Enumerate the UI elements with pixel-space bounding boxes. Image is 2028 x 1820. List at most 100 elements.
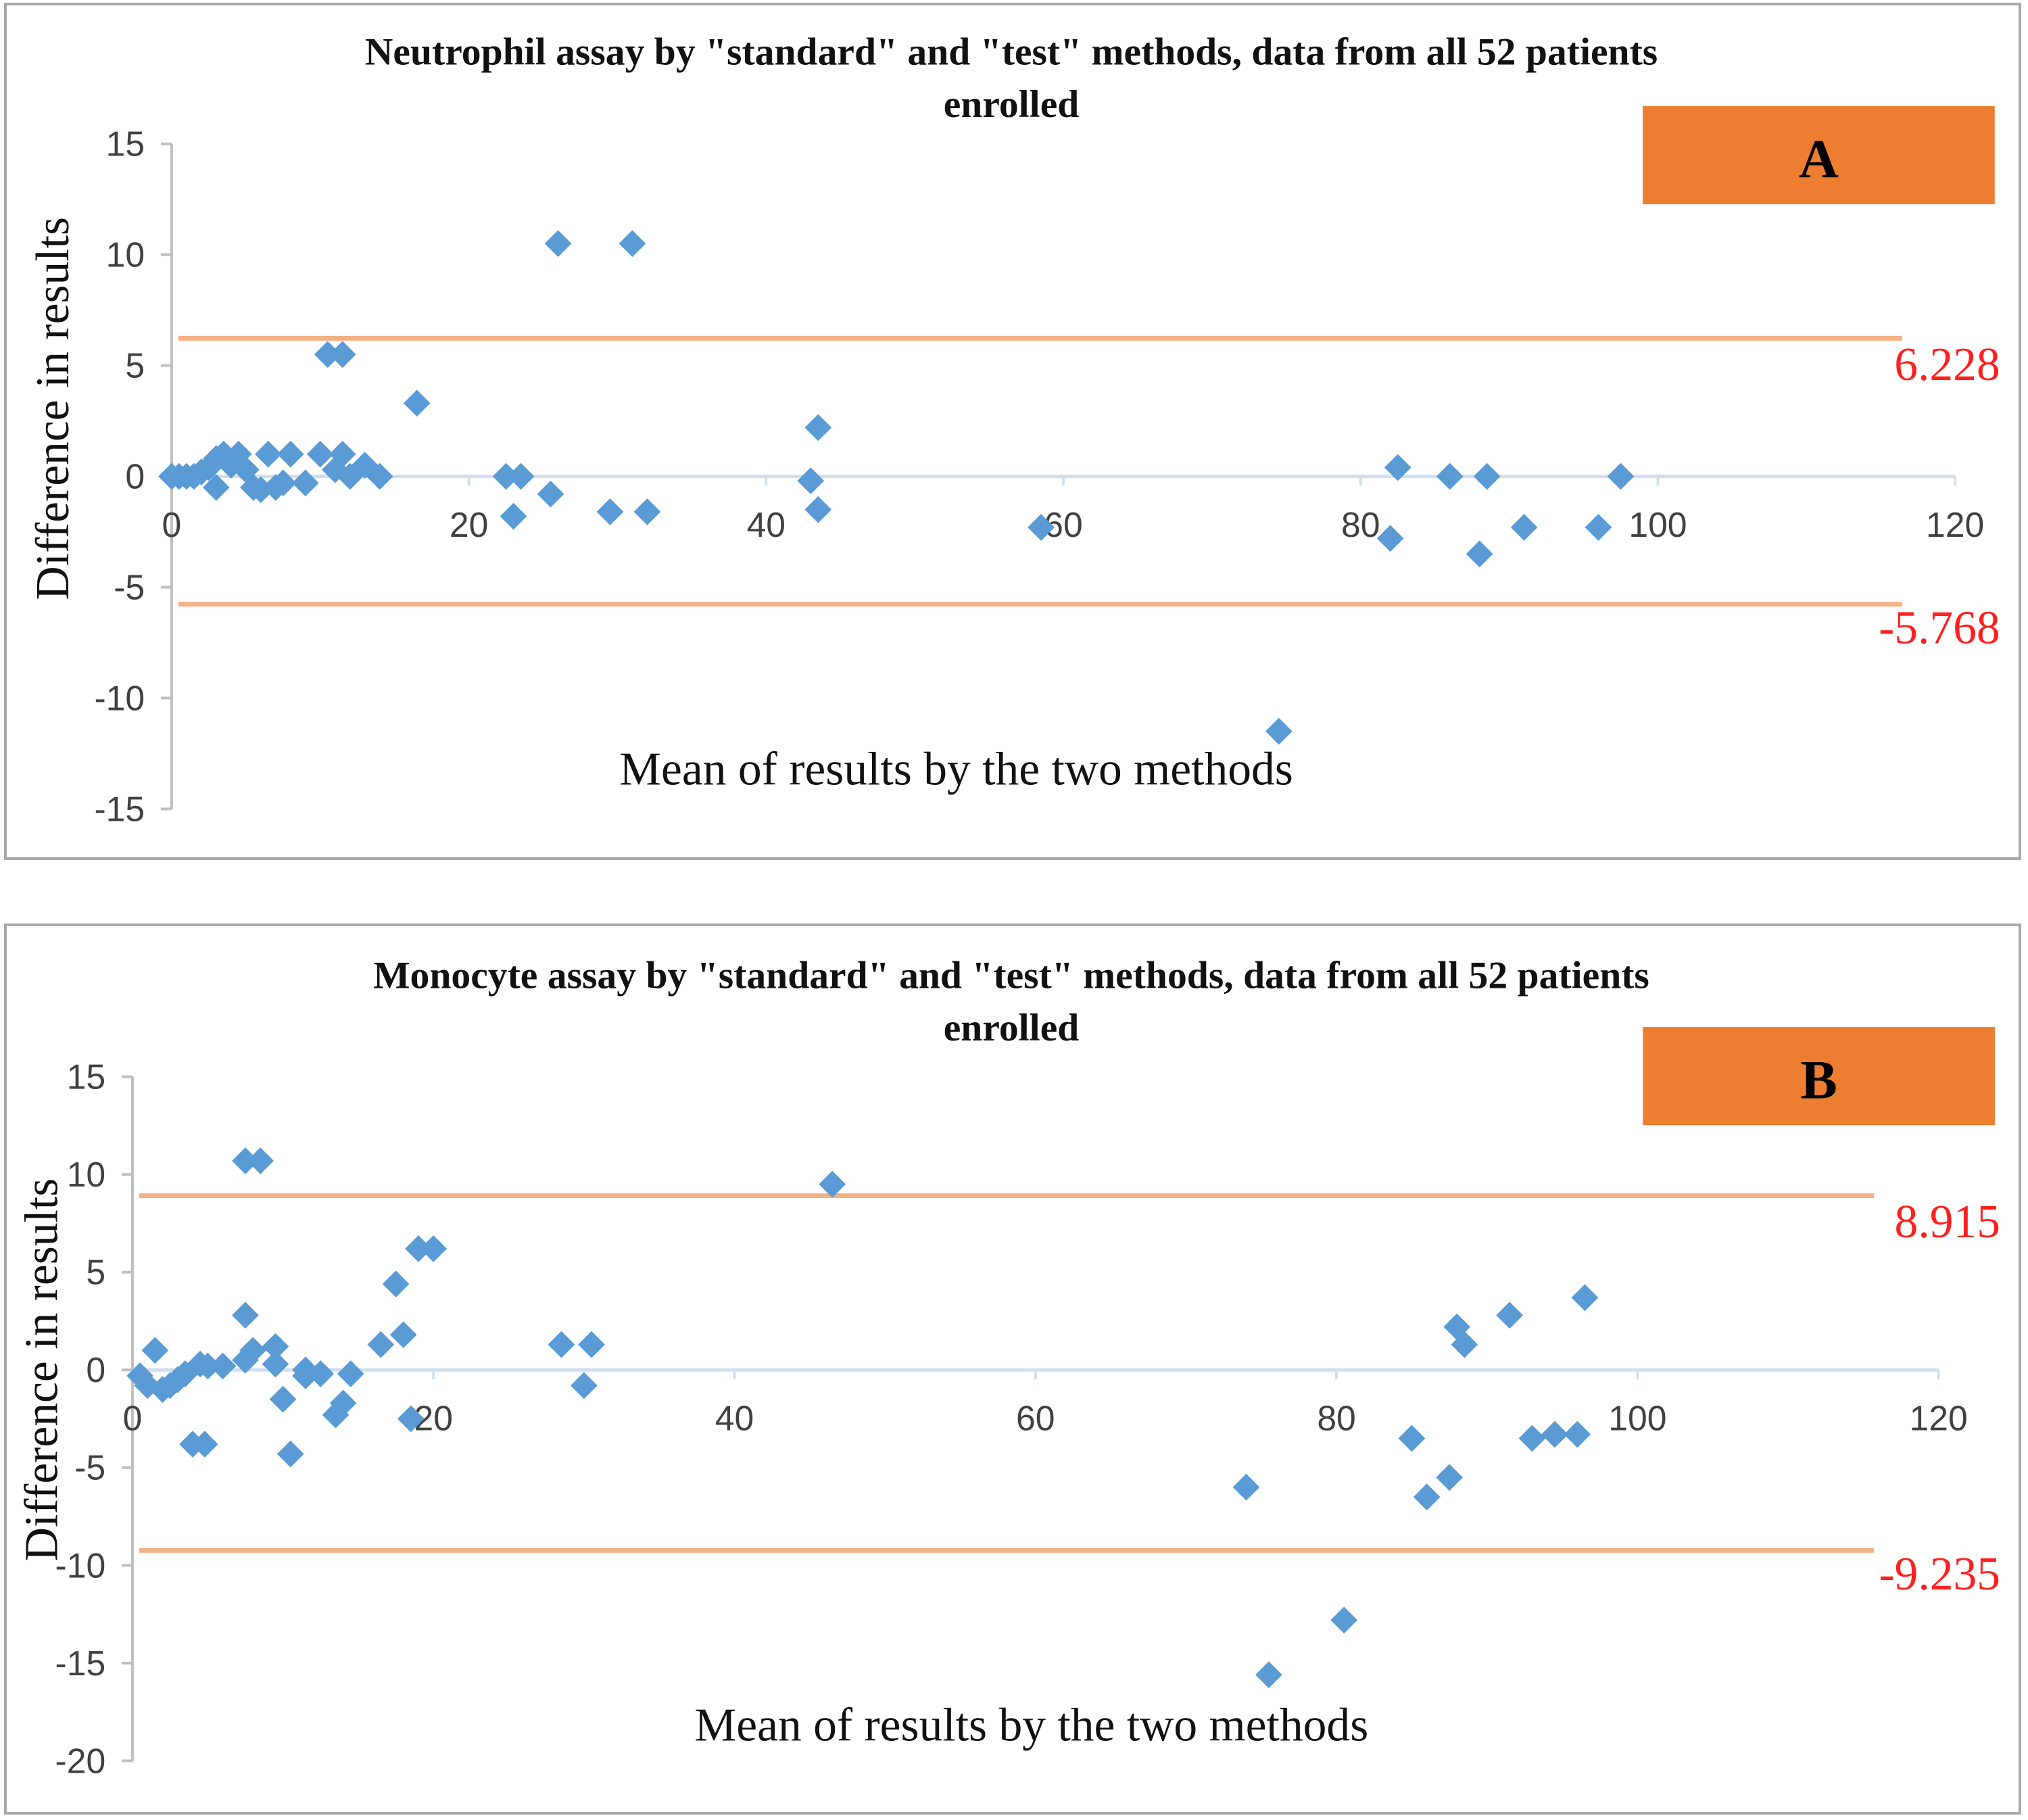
bland-altman-plot-b: Monocyte assay by "standard" and "test" … — [16, 954, 2001, 1780]
data-point — [1518, 1424, 1546, 1452]
data-point — [537, 480, 564, 508]
data-point — [544, 230, 572, 258]
limit-of-agreement-upper-label: 6.228 — [1894, 339, 2000, 391]
x-tick-label: 0 — [123, 1399, 143, 1438]
data-point — [819, 1170, 846, 1198]
chart-title-line-1: Neutrophil assay by "standard" and "test… — [365, 30, 1658, 73]
data-point — [1330, 1606, 1358, 1634]
data-point — [1265, 717, 1293, 745]
limit-of-agreement-upper-label: 8.915 — [1895, 1196, 2001, 1248]
data-point — [276, 440, 304, 468]
y-tick-label: 10 — [106, 235, 145, 274]
data-point — [1585, 514, 1612, 541]
y-tick-label: 15 — [67, 1057, 105, 1097]
data-point — [337, 1360, 364, 1387]
data-point — [405, 1235, 432, 1262]
x-tick-label: 120 — [1926, 505, 1984, 544]
x-axis-label: Mean of results by the two methods — [694, 1700, 1368, 1752]
data-point — [397, 1405, 425, 1433]
x-tick-label: 100 — [1608, 1399, 1666, 1438]
data-point — [804, 414, 832, 441]
x-axis-label: Mean of results by the two methods — [619, 744, 1293, 796]
y-tick-label: 15 — [106, 124, 145, 164]
y-tick-label: 10 — [67, 1155, 105, 1194]
data-point — [1496, 1301, 1523, 1329]
data-point — [570, 1372, 598, 1399]
x-tick-label: 100 — [1628, 505, 1687, 544]
data-point — [1413, 1483, 1441, 1511]
chart-title-line-2: enrolled — [944, 83, 1080, 126]
data-point — [269, 1385, 297, 1413]
y-tick-label: 0 — [86, 1350, 105, 1389]
data-point — [382, 1270, 410, 1297]
y-tick-label: -15 — [55, 1644, 106, 1683]
data-point — [367, 1331, 395, 1358]
data-point — [1028, 514, 1055, 541]
data-point — [1376, 525, 1404, 552]
data-point — [366, 462, 393, 490]
data-point — [306, 440, 334, 468]
data-point — [276, 1440, 304, 1468]
chart-title-line-2: enrolled — [944, 1007, 1080, 1049]
data-point — [1232, 1473, 1260, 1501]
data-point — [141, 1337, 169, 1364]
y-tick-label: -5 — [74, 1448, 105, 1487]
panel-badge — [1643, 106, 1995, 205]
data-point — [329, 1389, 357, 1417]
panel-badge-label: B — [1801, 1049, 1837, 1110]
data-point — [492, 462, 520, 490]
x-tick-label: 120 — [1910, 1399, 1968, 1438]
limit-of-agreement-lower-label: -5.768 — [1879, 602, 2000, 654]
data-point — [202, 474, 230, 501]
panel-badge-label: A — [1799, 128, 1839, 189]
data-point — [797, 467, 825, 495]
data-point — [1473, 462, 1501, 490]
data-point — [507, 462, 535, 490]
y-tick-label: -15 — [94, 789, 145, 828]
data-point — [578, 1331, 605, 1358]
bland-altman-plot-a: Neutrophil assay by "standard" and "test… — [27, 30, 2000, 828]
data-point — [1255, 1661, 1282, 1689]
data-point — [389, 1321, 417, 1349]
x-tick-label: 80 — [1317, 1399, 1355, 1438]
x-tick-label: 40 — [747, 505, 786, 544]
data-point — [232, 1301, 259, 1329]
data-point — [329, 341, 356, 368]
data-point — [420, 1235, 448, 1262]
panel-badge — [1643, 1027, 1996, 1126]
limit-of-agreement-lower-label: -9.235 — [1879, 1548, 2000, 1600]
x-tick-label: 60 — [1016, 1399, 1055, 1438]
chart-panel-b: Monocyte assay by "standard" and "test" … — [4, 924, 2021, 1815]
data-point — [292, 1362, 319, 1389]
data-point — [232, 1147, 259, 1174]
x-tick-label: 20 — [450, 505, 488, 544]
x-tick-label: 40 — [715, 1399, 754, 1438]
data-point — [262, 1350, 289, 1378]
data-point — [262, 1333, 289, 1360]
y-tick-label: -10 — [94, 678, 145, 717]
data-point — [254, 440, 282, 468]
data-point — [619, 230, 646, 258]
y-tick-label: 0 — [125, 456, 145, 496]
chart-panel-a: Neutrophil assay by "standard" and "test… — [4, 3, 2021, 860]
data-point — [1466, 540, 1493, 568]
data-point — [1436, 462, 1464, 490]
x-tick-label: 0 — [162, 505, 182, 544]
data-point — [548, 1331, 575, 1358]
data-point — [500, 502, 527, 530]
data-point — [247, 1147, 274, 1174]
chart-title-line-1: Monocyte assay by "standard" and "test" … — [373, 954, 1649, 997]
data-point — [322, 1401, 349, 1429]
data-point — [307, 1360, 335, 1387]
data-point — [1436, 1464, 1463, 1491]
data-point — [1443, 1313, 1471, 1341]
data-point — [633, 498, 661, 525]
data-point — [1510, 514, 1538, 541]
data-point — [1607, 462, 1635, 490]
data-point — [1571, 1284, 1599, 1312]
data-point — [1451, 1331, 1478, 1358]
y-tick-label: 5 — [125, 346, 145, 385]
y-tick-label: -10 — [55, 1546, 106, 1585]
data-point — [403, 389, 431, 417]
x-tick-label: 80 — [1341, 505, 1380, 544]
